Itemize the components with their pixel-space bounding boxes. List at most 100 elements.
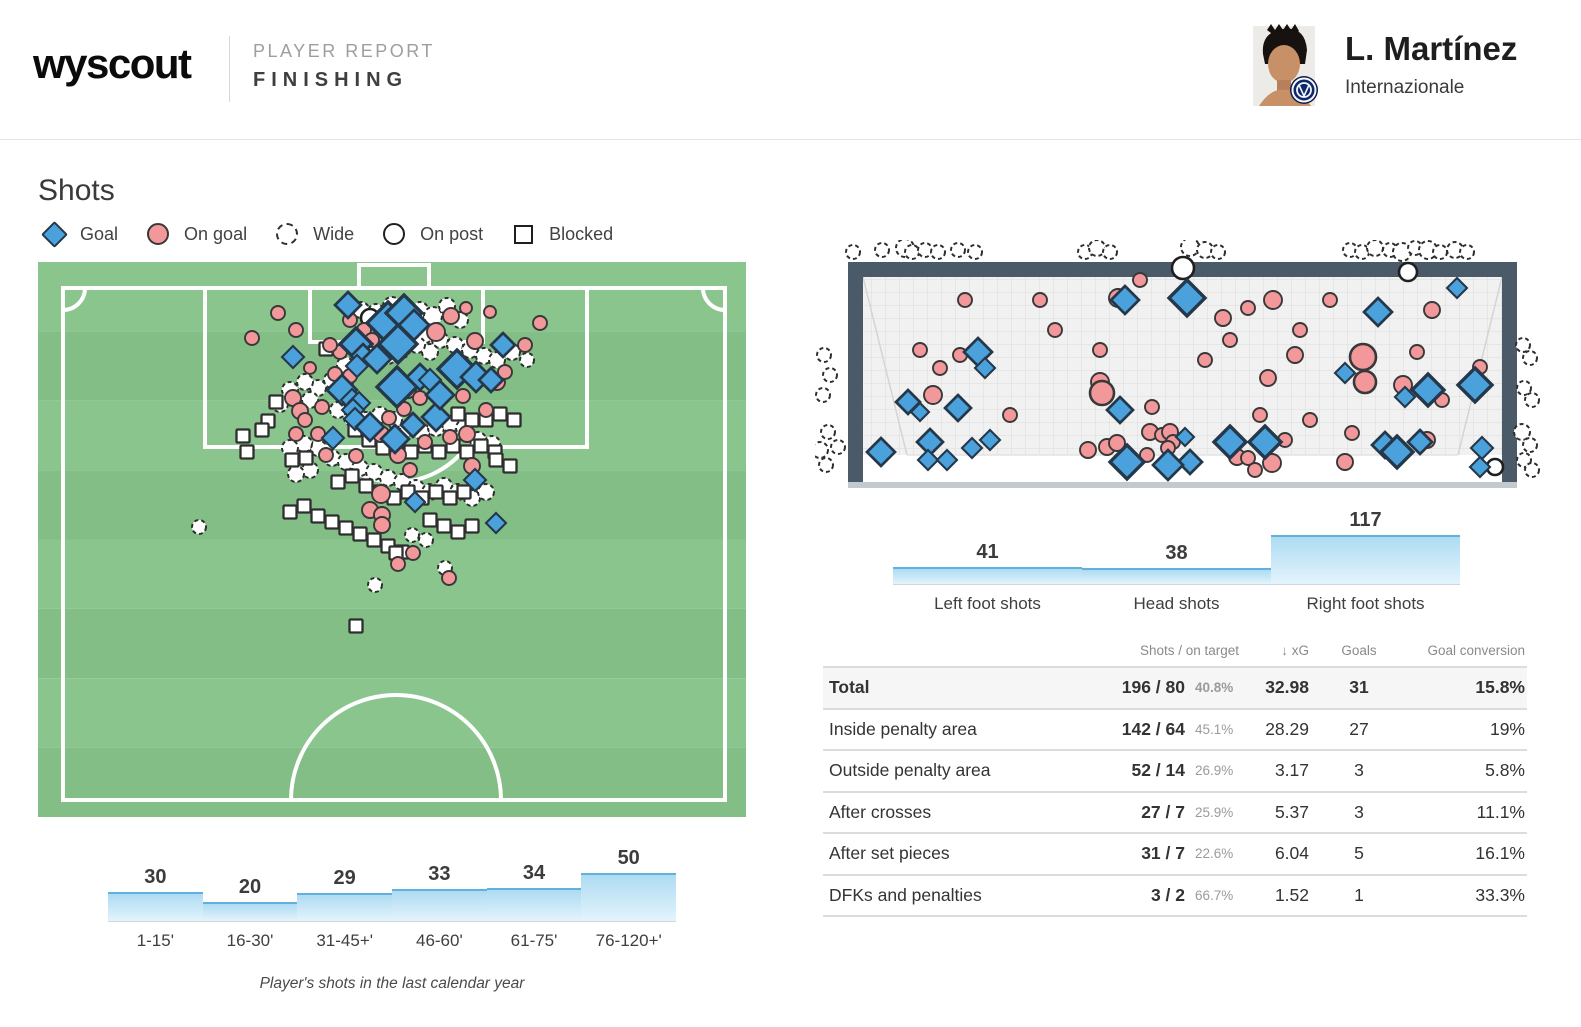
pitch-marker-on_goal [442,429,458,445]
on_goal-marker-icon [144,220,172,248]
cell-on-target-pct: 40.8% [1195,680,1234,696]
pitch-marker-blocked [235,428,251,444]
goalview-marker-goal [1468,455,1492,479]
pitch-marker-blocked [358,478,374,494]
goalview-marker-on_goal [1214,309,1232,327]
cell-xg: 1.52 [1274,884,1309,905]
goalview-marker-on_goal [1144,399,1160,415]
goalview-marker-on_post [1170,255,1196,281]
pitch-marker-blocked [296,498,312,514]
pitch-marker-blocked [431,444,447,460]
pitch-marker-on_goal [322,337,338,353]
goalview-marker-goal [1105,395,1135,425]
time-bar-group: 50 [581,848,677,921]
col-header-goals: Goals [1341,642,1377,658]
cell-goal-conversion: 19% [1489,718,1525,739]
pitch-marker-blocked [456,484,472,500]
goalview-marker-on_goal [1292,322,1308,338]
pitch-marker-blocked [366,532,382,548]
pitch-marker-blocked [324,514,340,530]
time-bar-value: 30 [144,866,167,889]
cell-on-target-pct: 45.1% [1195,721,1234,737]
time-chart-labels: 1-15' 16-30' 31-45+' 46-60' 61-75' 76-120+' [108,931,676,951]
goalview-marker-wide [1516,380,1532,396]
shots-by-body-part-chart: 41 38 117 Left foot shots Head shots Right f… [893,508,1460,614]
pitch-marker-on_goal [297,412,313,428]
time-bar [486,888,582,921]
shot-legend: Goal On goal Wide On post Blocked [40,220,639,248]
legend-label: On goal [184,223,248,244]
cell-goals: 3 [1354,801,1364,822]
shot-placement-goal [811,237,1550,492]
pitch-marker-on_goal [288,322,304,338]
goalview-marker-wide [917,242,933,258]
cell-on-target-pct: 25.9% [1195,804,1234,820]
goalview-marker-goal [978,428,1002,452]
table-header-row: Shots / on target ↓ xG Goals Goal conversio… [823,634,1527,666]
goalview-marker-on_goal [1079,441,1097,459]
goalview-marker-wide [1354,244,1370,260]
goalview-marker-on_goal [1032,292,1048,308]
pitch-marker-on_goal [517,337,533,353]
goalview-marker-wide [1180,237,1200,257]
goalview-marker-goal [1246,423,1284,461]
pitch-marker-blocked [310,508,326,524]
goalview-marker-on_goal [1302,412,1318,428]
goalview-marker-on_goal [1322,292,1338,308]
goalview-marker-wide [1088,239,1106,257]
goalview-marker-on_goal [1252,407,1268,423]
body-chart-bars: 41 38 117 [893,508,1460,585]
pitch-marker-goal [489,331,517,359]
legend-item-on_goal: On goal [144,220,247,248]
goalview-marker-on_goal [1259,369,1277,387]
pitch-marker-blocked [428,484,444,500]
report-header: wyscout PLAYER REPORT FINISHING L. Martí… [0,0,1581,140]
row-label: Total [829,677,870,698]
body-bar [1271,534,1460,584]
goalview-marker-wide [1524,462,1540,478]
legend-label: On post [420,223,484,244]
goalview-marker-on_goal [1336,453,1354,471]
goalview-marker-wide [930,244,946,260]
pitch-marker-wide [301,391,319,409]
wide-marker-icon [273,220,301,248]
goal-marker-icon [40,220,68,248]
time-bar-value: 20 [238,875,262,898]
goalview-marker-goal [1362,296,1394,328]
row-label: Outside penalty area [829,760,991,781]
cell-goals: 27 [1349,718,1369,739]
pitch-marker-on_goal [270,305,286,321]
table-row-3: After crosses 27 / 7 25.9% 5.37 3 11.1% [823,790,1527,833]
body-bar [1082,568,1271,584]
row-label: Inside penalty area [829,718,977,739]
pitch-marker-goal [403,490,427,514]
cell-shots-on-target: 142 / 64 [1121,718,1185,739]
pitch-marker-on_goal [483,305,497,319]
pitch-marker-on_goal [402,462,418,478]
goalview-marker-wide [904,244,920,260]
cell-goal-conversion: 5.8% [1485,760,1525,781]
pitch-marker-blocked [464,518,480,534]
goalview-marker-on_goal [957,292,973,308]
time-bar [581,873,677,921]
goalview-marker-wide [950,242,966,258]
goalview-marker-goal [1445,276,1469,300]
goalview-marker-goal [973,356,997,380]
table-row-5: DFKs and penalties 3 / 2 66.7% 1.52 1 33.3% [823,873,1527,917]
player-avatar-graphic [1253,24,1318,106]
cell-xg: 28.29 [1265,718,1309,739]
time-bar-label: 16-30' [226,931,274,950]
goalview-marker-on_goal [1088,379,1116,407]
time-bar-group: 29 [297,868,393,921]
pitch-marker-on_goal [371,484,391,504]
pitch-marker-blocked [338,520,354,536]
legend-item-on_post: On post [380,220,483,248]
cell-xg: 3.17 [1274,760,1309,781]
body-bar-label: Left foot shots [934,594,1041,613]
pitch-marker-on_goal [318,447,334,463]
cell-on-target-pct: 26.9% [1195,763,1234,779]
goalview-marker-wide [1513,423,1531,441]
goalview-marker-wide [1102,244,1118,260]
pitch-marker-wide [418,532,434,548]
body-bar [893,566,1082,584]
